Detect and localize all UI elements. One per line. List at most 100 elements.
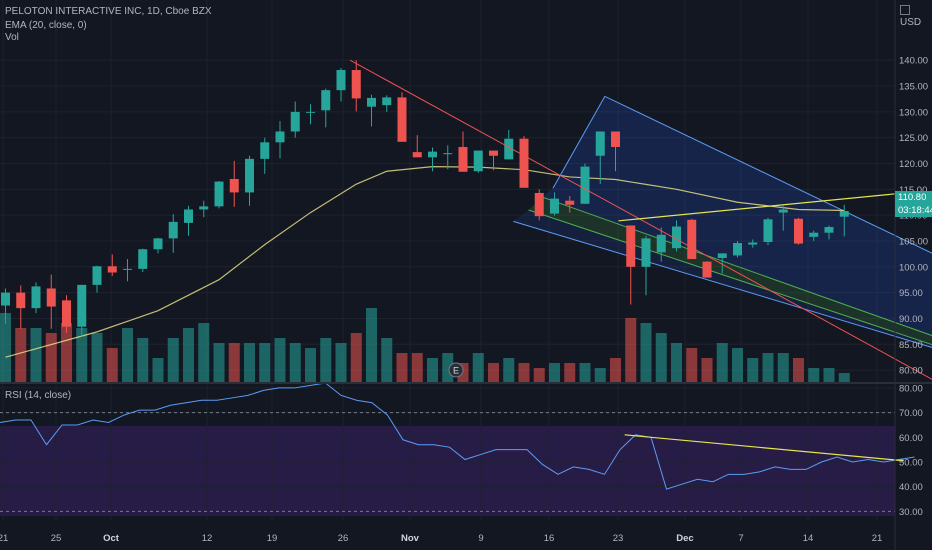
candle-body [184,209,193,223]
time-tick-label: 14 [803,533,814,544]
volume-bar [549,363,560,383]
candle-body [794,218,803,244]
currency-label[interactable]: USD [900,5,932,28]
candle-body [382,97,392,106]
time-tick-label: 7 [738,533,743,544]
time-tick-label: 9 [478,533,483,544]
candle-body [687,219,697,260]
volume-bar [777,353,789,383]
candle-body [565,200,575,205]
channel-upper-fill [542,96,932,336]
price-tick-label: 130.00 [899,107,928,118]
ema-legend[interactable]: EMA (20, close, 0) [5,20,87,31]
drawn-lines[interactable] [349,59,932,383]
channel-upper-line [552,95,932,254]
volume-bar [289,343,301,383]
volume-bar [655,333,667,383]
currency-box-icon [900,5,910,15]
volume-bar [91,333,103,383]
candle-body [839,211,849,217]
candle-body [77,284,87,327]
candle-body [702,261,712,278]
rsi-axis[interactable]: 30.00 40.00 50.00 60.00 70.00 80.00 [899,383,923,517]
rsi-line [0,382,915,490]
time-axis[interactable]: 21 25 Oct 12 19 26 Nov 9 16 23 Dec 7 14 21 [0,533,882,544]
time-tick-label: Oct [103,533,120,544]
volume-bars [0,308,850,383]
grid-lines [0,0,895,520]
channel-mid-lower-line [528,209,932,346]
volume-bar [167,338,179,383]
candle-body [153,238,163,250]
volume-bar [183,328,194,383]
candle-body [611,131,620,147]
volume-bar [640,323,652,383]
candle-body [717,253,727,259]
candle-body [656,234,666,253]
volume-bar [137,338,149,383]
rsi-legend[interactable]: RSI (14, close) [5,390,72,401]
volume-bar [610,358,621,383]
volume-bar [457,363,469,383]
time-tick-label: 19 [267,533,278,544]
volume-bar [15,328,27,383]
symbol-legend[interactable]: PELOTON INTERACTIVE INC, 1D, Cboe BZX [5,6,212,17]
volume-bar [488,363,499,383]
volume-bar [366,308,377,383]
rsi-tick-label: 80.00 [899,383,923,394]
candle-body [1,292,10,306]
volume-bar [396,353,408,383]
volume-bar [350,333,362,383]
volume-bar [564,363,576,383]
price-tick-label: 80.00 [899,366,923,377]
volume-bar [503,358,515,383]
candle-body [31,286,41,309]
volume-bar [732,348,743,383]
candle-body [778,209,788,213]
volume-bar [442,353,454,383]
volume-bar [625,318,637,383]
volume-bar [838,373,850,383]
volume-bar [213,343,225,383]
candle-body [824,227,834,233]
rsi-tick-label: 70.00 [899,408,923,419]
volume-bar [716,343,728,383]
currency-text: USD [900,17,922,28]
candle-body [62,300,71,327]
price-tick-label: 135.00 [899,82,928,93]
volume-bar [76,328,88,383]
candle-body [367,97,376,107]
volume-bar [533,368,545,383]
earnings-marker-label: E [453,366,459,376]
price-tick-label: 120.00 [899,159,928,170]
candle-body [321,90,331,111]
candle-body [138,249,148,269]
vol-legend[interactable]: Vol [5,32,19,43]
candle-body [534,192,544,217]
price-tick-label: 100.00 [899,262,928,273]
candle-body [290,111,300,132]
candle-body [748,242,758,245]
candle-body [351,70,361,99]
candle-body [473,150,483,172]
candle-body [428,151,437,158]
rsi-tick-label: 60.00 [899,433,923,444]
price-tick-label: 85.00 [899,340,923,351]
volume-bar [518,363,530,383]
candle-body [412,152,422,158]
time-tick-label: 23 [613,533,624,544]
candle-body [443,153,453,155]
time-tick-label: 21 [872,533,883,544]
candle-body [336,70,346,91]
time-tick-label: Dec [676,533,693,544]
candle-body [16,292,26,309]
volume-bar [381,338,393,383]
price-tick-label: 140.00 [899,56,928,67]
earnings-marker[interactable]: E [448,362,464,378]
candle-body [107,266,117,273]
volume-bar [274,338,286,383]
price-tick-label: 105.00 [899,236,928,247]
time-tick-label: 21 [0,533,8,544]
time-tick-label: 16 [544,533,555,544]
price-tick-label: 115.00 [899,185,927,196]
